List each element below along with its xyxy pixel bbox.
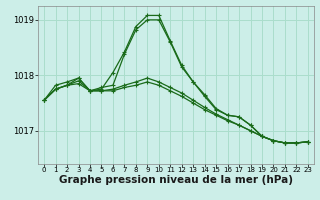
X-axis label: Graphe pression niveau de la mer (hPa): Graphe pression niveau de la mer (hPa) [59,175,293,185]
